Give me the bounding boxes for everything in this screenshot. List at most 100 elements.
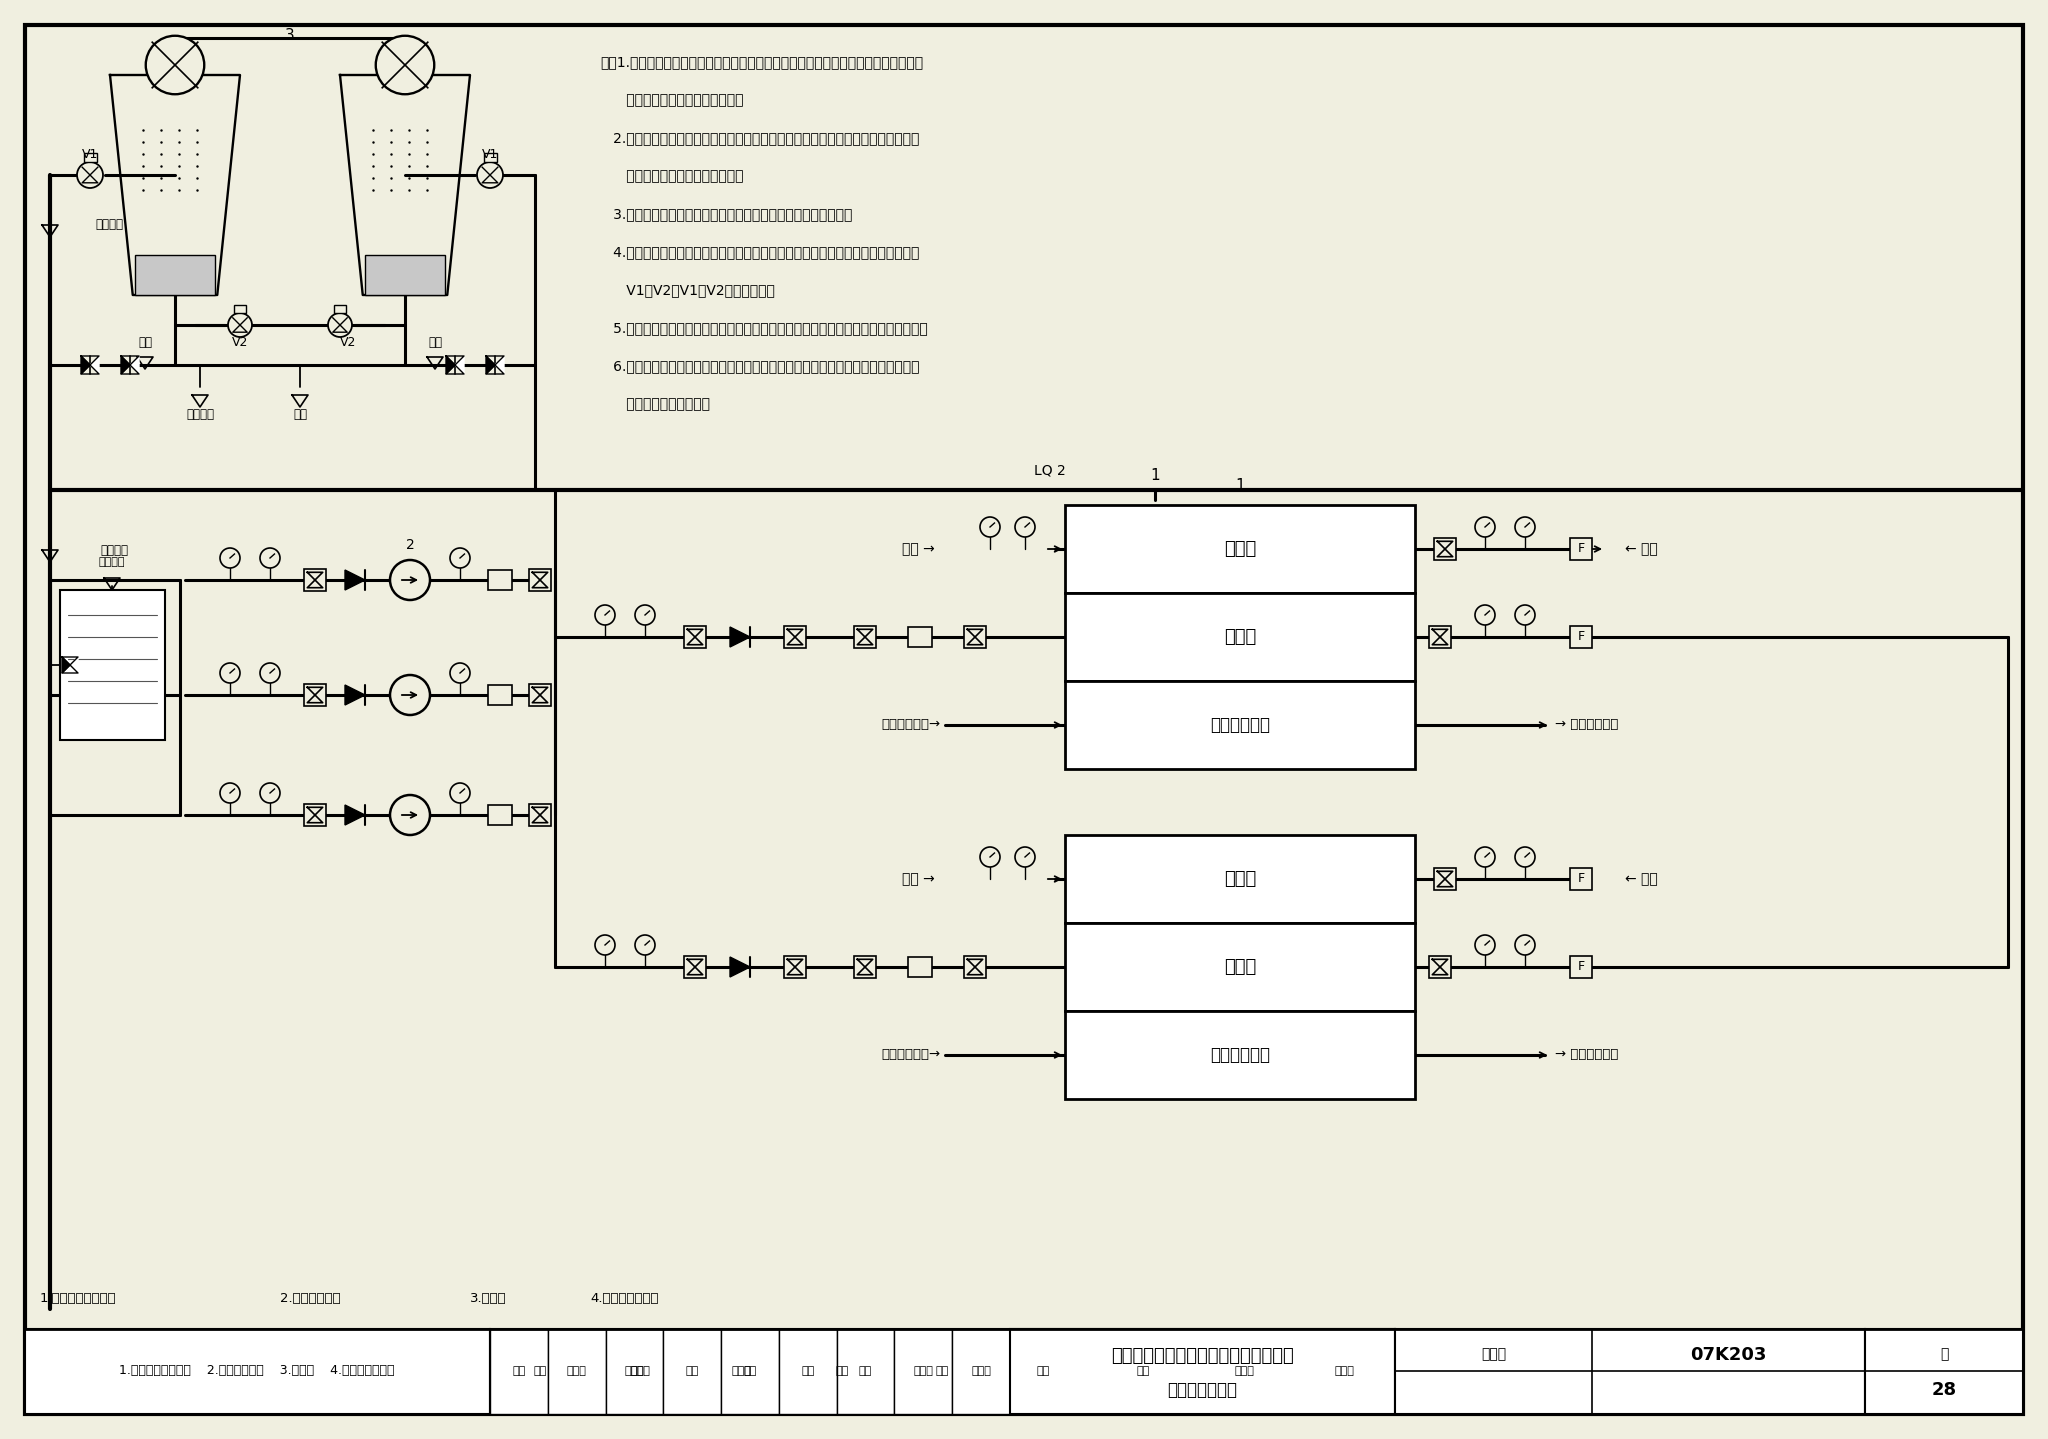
Bar (303, 684, 326, 707)
Circle shape (1475, 604, 1495, 625)
Bar (25, 1330, 2023, 1415)
Text: 校对: 校对 (836, 1366, 848, 1376)
Text: 热回收型空调冷却水系统原理图（一）: 热回收型空调冷却水系统原理图（一） (1112, 1347, 1294, 1366)
Circle shape (451, 663, 469, 684)
Circle shape (145, 36, 205, 94)
Text: 但七孝: 但七孝 (625, 1366, 645, 1376)
Text: 2: 2 (406, 538, 414, 553)
Text: V1、V2、V1、V2应配对设置。: V1、V2、V1、V2应配对设置。 (600, 283, 774, 296)
Bar (895, 1330, 952, 1415)
Bar (1571, 538, 1591, 560)
Circle shape (596, 604, 614, 625)
Text: 3.常规空调冷却水系统所有原理图示，均适用于此图所示系统。: 3.常规空调冷却水系统所有原理图示，均适用于此图所示系统。 (600, 207, 852, 222)
Bar (854, 626, 877, 648)
Bar (483, 153, 496, 163)
Circle shape (219, 663, 240, 684)
Text: 殷国艳: 殷国艳 (913, 1366, 934, 1376)
Text: 热回收冷凝器: 热回收冷凝器 (1210, 717, 1270, 734)
Text: 泄水: 泄水 (137, 337, 152, 350)
Circle shape (635, 935, 655, 955)
Text: 07K203: 07K203 (1690, 1345, 1767, 1364)
Bar (854, 955, 877, 979)
Bar (84, 153, 96, 163)
Bar (893, 1330, 993, 1415)
Bar (487, 570, 512, 590)
Text: 设计: 设计 (858, 1366, 872, 1376)
Bar (25, 1330, 489, 1415)
Text: 冷凝器: 冷凝器 (1225, 627, 1255, 646)
Text: 时，室外部分能泄空。: 时，室外部分能泄空。 (600, 397, 711, 412)
Bar (1065, 681, 1415, 768)
Polygon shape (729, 627, 750, 648)
Text: 热水（回水）→: 热水（回水）→ (881, 718, 940, 731)
Bar (1194, 1330, 1294, 1415)
Bar (606, 1330, 664, 1415)
Circle shape (219, 783, 240, 803)
Text: 但七孝: 但七孝 (731, 1366, 752, 1376)
Bar (489, 1330, 590, 1415)
Polygon shape (61, 658, 70, 673)
Circle shape (981, 848, 999, 868)
Text: 3.冷却塔: 3.冷却塔 (469, 1292, 506, 1305)
Bar (1571, 955, 1591, 979)
Text: 28: 28 (1931, 1381, 1956, 1399)
Bar (907, 957, 932, 977)
Text: V1: V1 (481, 148, 498, 161)
Bar (489, 1330, 547, 1415)
Bar (1571, 626, 1591, 648)
Text: 伍小亭: 伍小亭 (631, 1366, 651, 1376)
Text: 殷国艳: 殷国艳 (971, 1366, 991, 1376)
Bar (528, 684, 551, 707)
Text: 热回收冷水机组: 热回收冷水机组 (1167, 1381, 1237, 1399)
Polygon shape (485, 355, 496, 374)
Circle shape (78, 163, 102, 189)
Bar (1065, 835, 1415, 922)
Text: 4.自动水处理装置: 4.自动水处理装置 (590, 1292, 659, 1305)
Polygon shape (90, 355, 98, 374)
Text: 2.冷却水循环泵: 2.冷却水循环泵 (281, 1292, 340, 1305)
Bar (303, 568, 326, 591)
Bar (1294, 1330, 1395, 1415)
Text: ← 冷水: ← 冷水 (1624, 872, 1657, 886)
Bar (590, 1330, 690, 1415)
Bar (1065, 1012, 1415, 1099)
Text: 冷水 →: 冷水 → (903, 872, 936, 886)
Bar (793, 1330, 893, 1415)
Bar (233, 305, 246, 314)
Bar (1430, 626, 1450, 648)
Bar (1395, 1330, 1866, 1415)
Circle shape (1475, 935, 1495, 955)
Polygon shape (496, 355, 504, 374)
Text: 泄水: 泄水 (428, 337, 442, 350)
Bar (1094, 1330, 1194, 1415)
Text: 殷国艳: 殷国艳 (1335, 1366, 1354, 1376)
Bar (1430, 955, 1450, 979)
Bar (528, 804, 551, 826)
Text: 图集号: 图集号 (1481, 1347, 1505, 1361)
Bar (528, 568, 551, 591)
Text: 热水（回水）→: 热水（回水）→ (881, 1049, 940, 1062)
Bar (1434, 538, 1456, 560)
Text: F: F (1577, 872, 1585, 885)
Text: V2: V2 (340, 337, 356, 350)
Polygon shape (344, 804, 365, 825)
Polygon shape (129, 355, 139, 374)
Text: 全部机组均采用热回收型机组。: 全部机组均采用热回收型机组。 (600, 168, 743, 183)
Text: → 热水（供水）: → 热水（供水） (1554, 718, 1618, 731)
Bar (1866, 1330, 2023, 1415)
Text: 1.热回收型冷水机组: 1.热回收型冷水机组 (41, 1292, 117, 1305)
Text: 补水: 补水 (293, 409, 307, 422)
Polygon shape (70, 658, 78, 673)
Polygon shape (121, 355, 129, 374)
Bar (664, 1330, 721, 1415)
Circle shape (260, 548, 281, 568)
Bar (684, 626, 707, 648)
Text: 冬季泄水: 冬季泄水 (94, 219, 123, 232)
Text: 校对: 校对 (686, 1366, 698, 1376)
Bar (135, 255, 215, 295)
Text: 蒸发器: 蒸发器 (1225, 540, 1255, 558)
Bar (690, 1330, 793, 1415)
Text: F: F (1577, 630, 1585, 643)
Bar (1571, 868, 1591, 889)
Polygon shape (446, 355, 455, 374)
